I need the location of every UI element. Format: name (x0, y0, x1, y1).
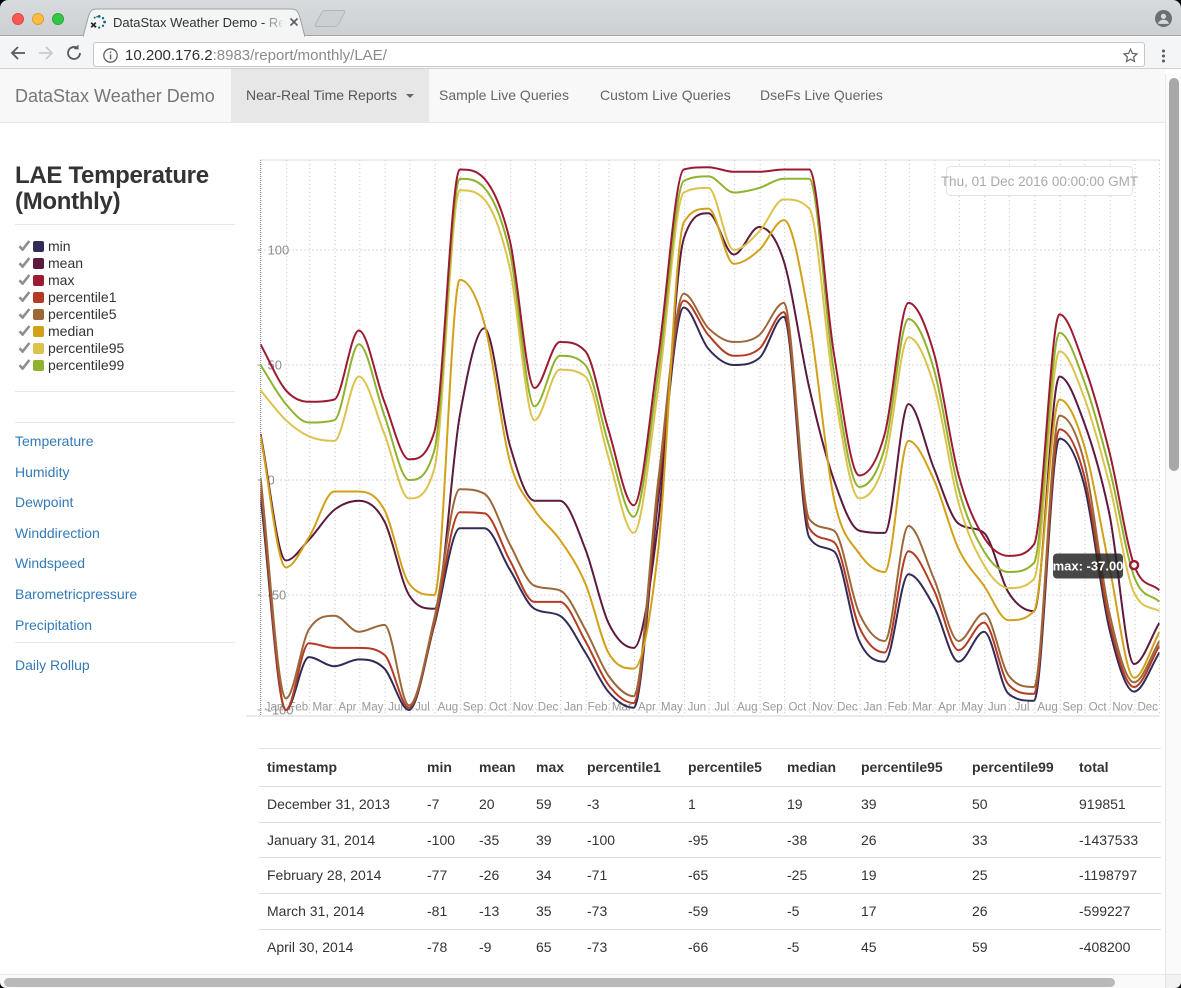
svg-text:Jul: Jul (1015, 702, 1030, 714)
svg-text:Oct: Oct (489, 702, 508, 714)
svg-text:Oct: Oct (1089, 702, 1108, 714)
svg-text:Apr: Apr (938, 702, 956, 714)
svg-text:Jan: Jan (265, 702, 284, 714)
svg-text:Jun: Jun (688, 702, 707, 714)
svg-text:-100: -100 (268, 703, 294, 718)
svg-text:Sep: Sep (1062, 702, 1082, 714)
svg-text:Dec: Dec (1137, 702, 1158, 714)
svg-text:Nov: Nov (1112, 702, 1133, 714)
svg-text:May: May (661, 702, 683, 714)
svg-text:max: -37.00: max: -37.00 (1053, 559, 1124, 574)
svg-text:Apr: Apr (638, 702, 656, 714)
svg-text:Thu, 01 Dec 2016 00:00:00 GMT: Thu, 01 Dec 2016 00:00:00 GMT (941, 174, 1138, 189)
svg-text:Feb: Feb (588, 702, 608, 714)
svg-text:Sep: Sep (463, 702, 483, 714)
svg-text:Mar: Mar (912, 702, 932, 714)
svg-text:50: 50 (268, 358, 282, 373)
svg-text:Jul: Jul (715, 702, 730, 714)
svg-text:Feb: Feb (888, 702, 908, 714)
svg-text:Aug: Aug (438, 702, 458, 714)
svg-text:Apr: Apr (339, 702, 357, 714)
svg-text:Nov: Nov (812, 702, 833, 714)
svg-text:Aug: Aug (1037, 702, 1057, 714)
svg-text:Jan: Jan (864, 702, 883, 714)
svg-text:Oct: Oct (788, 702, 807, 714)
svg-text:Jul: Jul (415, 702, 430, 714)
svg-text:Dec: Dec (837, 702, 858, 714)
svg-text:May: May (362, 702, 384, 714)
svg-text:Aug: Aug (737, 702, 757, 714)
svg-text:Jan: Jan (564, 702, 583, 714)
svg-text:Dec: Dec (538, 702, 559, 714)
svg-text:100: 100 (268, 243, 290, 258)
svg-text:Feb: Feb (288, 702, 308, 714)
svg-text:Mar: Mar (612, 702, 632, 714)
svg-text:0: 0 (268, 473, 275, 488)
svg-text:Mar: Mar (312, 702, 332, 714)
svg-text:Nov: Nov (513, 702, 534, 714)
svg-text:May: May (961, 702, 983, 714)
svg-text:Sep: Sep (762, 702, 782, 714)
svg-text:Jun: Jun (988, 702, 1007, 714)
